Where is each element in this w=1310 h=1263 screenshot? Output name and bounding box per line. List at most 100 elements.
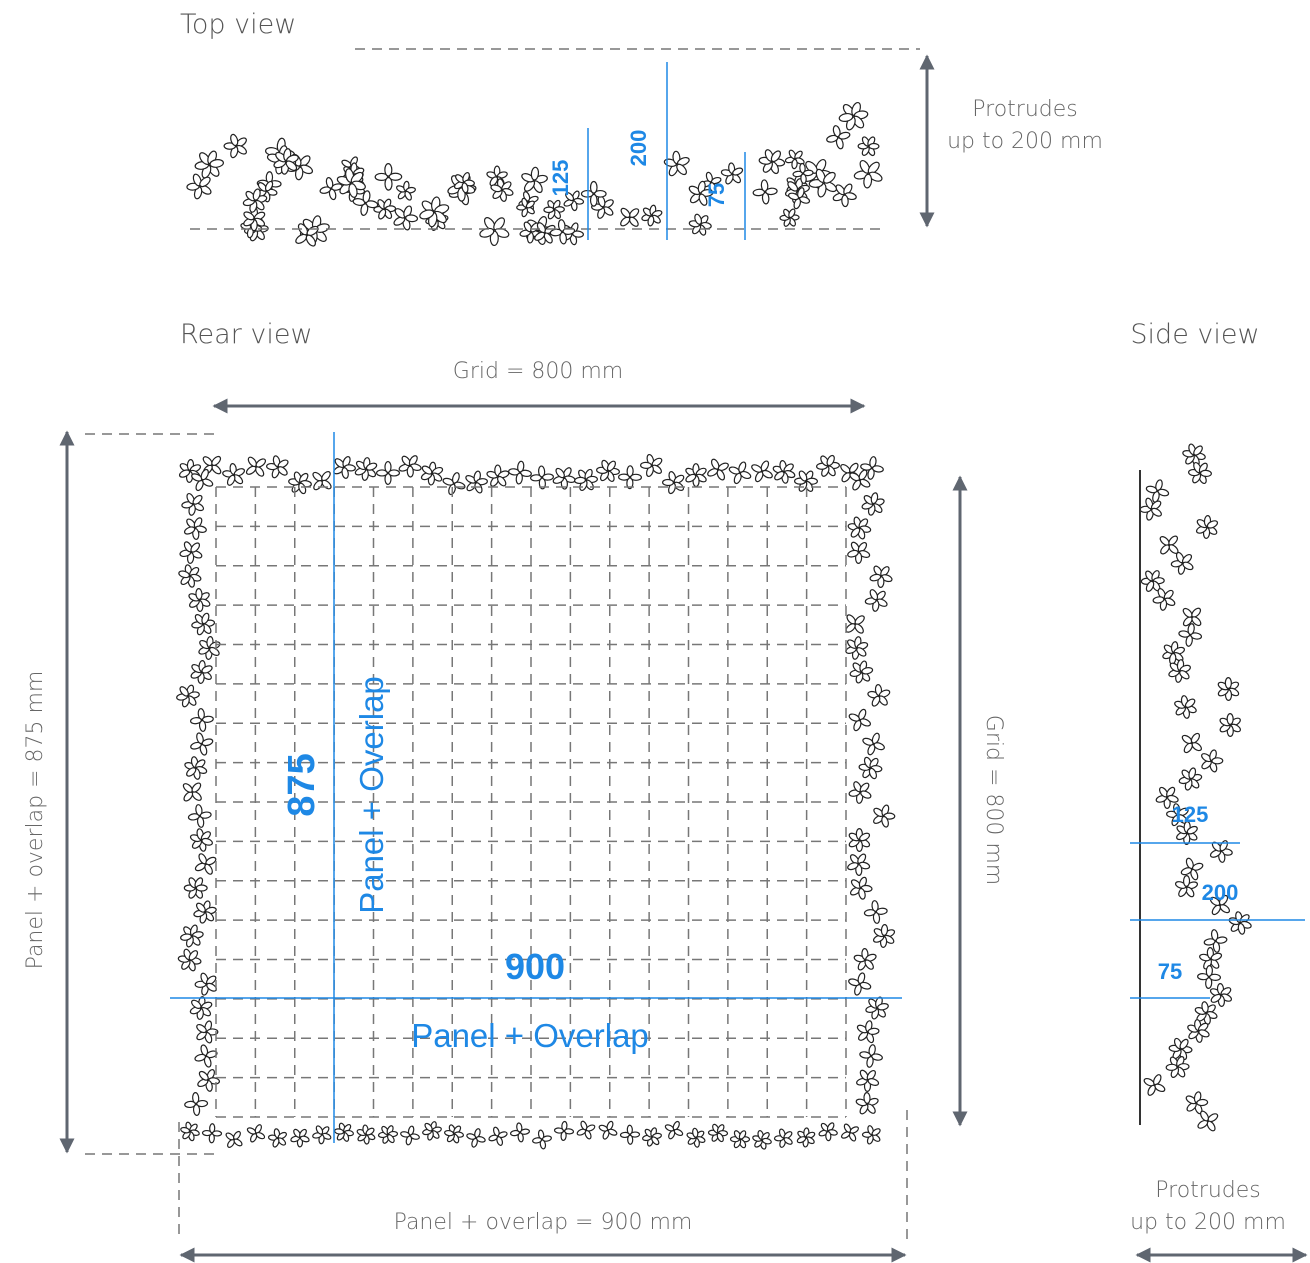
- leaf: [873, 742, 885, 751]
- leaf: [247, 456, 258, 468]
- leaf: [864, 959, 874, 970]
- leaf: [774, 470, 785, 481]
- leaf: [1171, 814, 1180, 827]
- leaf: [295, 233, 308, 244]
- leaf: [854, 983, 862, 996]
- leaf: [826, 134, 839, 143]
- leaf: [1224, 677, 1232, 690]
- leaf: [493, 217, 506, 231]
- leaf: [297, 223, 309, 236]
- leaf: [880, 924, 889, 937]
- plant-illustration: [176, 101, 1252, 1150]
- leaf: [1185, 857, 1194, 870]
- leaf: [325, 177, 334, 189]
- leaf: [738, 1130, 747, 1140]
- leaf: [606, 460, 616, 472]
- leaf: [589, 193, 598, 207]
- leaf: [209, 159, 225, 168]
- dimension-label: 900: [505, 946, 565, 987]
- leaf: [585, 1124, 596, 1132]
- leaf: [685, 473, 697, 483]
- leaf: [313, 480, 323, 491]
- leaf: [196, 815, 205, 828]
- leaf: [1155, 479, 1163, 492]
- leaf: [881, 815, 889, 828]
- leaf: [815, 168, 826, 183]
- leaf: [374, 172, 389, 182]
- leaf: [201, 612, 210, 625]
- leaf: [738, 461, 747, 473]
- leaf: [190, 542, 201, 553]
- leaf: [761, 191, 770, 205]
- leaf: [869, 589, 879, 601]
- leaf: [866, 1055, 874, 1068]
- leaf: [255, 1131, 266, 1140]
- leaf: [871, 732, 880, 745]
- leaf: [538, 477, 546, 490]
- leaf: [796, 1136, 807, 1144]
- leaf: [1197, 973, 1210, 981]
- leaf: [1152, 1074, 1162, 1086]
- leaf: [183, 526, 196, 535]
- leaf: [1190, 732, 1201, 744]
- leaf: [1145, 580, 1155, 592]
- leaf: [204, 863, 213, 875]
- leaf: [628, 216, 639, 227]
- leaf: [196, 1099, 209, 1108]
- leaf: [647, 215, 655, 227]
- leaf: [1191, 616, 1202, 627]
- leaf: [201, 738, 214, 747]
- leaf: [1183, 742, 1193, 754]
- leaf: [515, 472, 523, 485]
- leaf: [602, 1129, 610, 1140]
- leaf: [233, 1138, 243, 1147]
- leaf: [348, 183, 358, 198]
- leaf: [1219, 903, 1231, 914]
- leaf: [388, 469, 401, 477]
- leaf: [384, 176, 393, 191]
- leaf: [255, 458, 267, 468]
- leaf: [1191, 862, 1204, 871]
- leaf: [191, 782, 202, 793]
- leaf: [869, 456, 877, 468]
- leaf: [1159, 536, 1170, 546]
- leaf: [716, 469, 726, 481]
- leaf: [519, 469, 532, 477]
- dimension-label: 200: [1202, 880, 1239, 905]
- leaf: [868, 767, 877, 780]
- leaf: [871, 900, 879, 913]
- leaf: [378, 208, 387, 220]
- leaf: [1210, 929, 1219, 942]
- leaf: [852, 479, 862, 491]
- leaf: [205, 1050, 218, 1059]
- leaf: [841, 472, 851, 483]
- view-title: Side view: [1130, 319, 1259, 350]
- leaf: [532, 1137, 543, 1144]
- grid: [215, 486, 847, 1118]
- leaf: [858, 708, 867, 721]
- note: up to 200 mm: [1130, 1210, 1286, 1235]
- leaf: [1200, 1110, 1209, 1122]
- leaf: [620, 207, 631, 218]
- leaf: [178, 570, 190, 579]
- leaf: [1209, 973, 1222, 981]
- leaf: [419, 209, 435, 220]
- leaf: [857, 972, 866, 985]
- leaf: [716, 1132, 724, 1143]
- leaf: [1212, 940, 1221, 953]
- leaf: [859, 478, 871, 488]
- leaf: [187, 813, 200, 821]
- leaf: [626, 465, 634, 478]
- leaf: [760, 179, 769, 192]
- leaf: [191, 999, 202, 1010]
- leaf: [191, 791, 202, 801]
- leaf: [183, 791, 194, 802]
- leaf: [1207, 1113, 1219, 1123]
- leaf: [871, 1128, 881, 1136]
- leaf: [1187, 623, 1195, 636]
- leaf: [854, 623, 864, 634]
- leaf: [626, 477, 634, 490]
- leaf: [1182, 616, 1193, 627]
- leaf: [1205, 976, 1213, 989]
- leaf: [182, 783, 193, 793]
